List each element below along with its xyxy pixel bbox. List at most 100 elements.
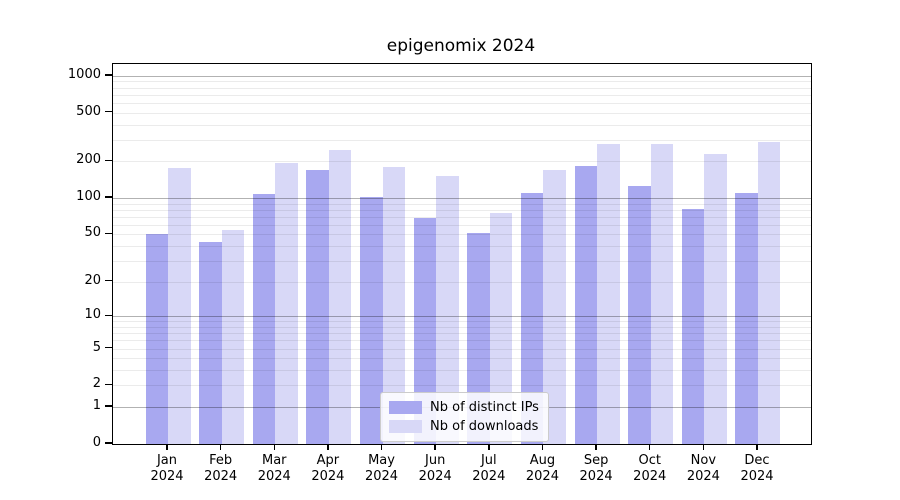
x-tick-mark — [756, 444, 758, 450]
bar-distinct-ips — [574, 165, 598, 444]
legend-label: Nb of downloads — [430, 419, 539, 434]
legend-swatch — [389, 401, 422, 414]
minor-gridline — [113, 246, 811, 248]
x-tick-year: 2024 — [418, 469, 452, 484]
x-tick-mark — [166, 444, 168, 450]
x-tick-label: Mar 2024 — [246, 453, 302, 485]
legend: Nb of distinct IPs Nb of downloads — [380, 392, 549, 442]
x-tick-year: 2024 — [740, 469, 774, 484]
minor-gridline — [113, 261, 811, 262]
y-tick-label: 1000 — [67, 66, 101, 82]
bar-downloads — [489, 212, 513, 444]
x-tick-year: 2024 — [686, 469, 720, 484]
minor-gridline — [113, 103, 811, 105]
y-tick-mark — [105, 314, 112, 316]
x-tick-year: 2024 — [633, 469, 667, 484]
x-tick-label: Sep 2024 — [568, 453, 624, 485]
minor-gridline — [113, 203, 811, 205]
x-tick-month: Jan — [156, 453, 178, 468]
bar-downloads — [597, 143, 620, 444]
x-tick-month: Apr — [316, 453, 340, 468]
bar-downloads — [704, 153, 727, 444]
bar-distinct-ips — [681, 208, 705, 444]
minor-gridline — [113, 112, 811, 114]
y-tick-label: 200 — [76, 152, 101, 168]
minor-gridline — [113, 139, 811, 141]
minor-gridline — [113, 224, 811, 226]
x-tick-mark — [702, 444, 705, 450]
minor-gridline — [113, 370, 811, 372]
minor-gridline — [113, 81, 811, 83]
x-tick-year: 2024 — [525, 469, 559, 484]
x-tick-label: Oct 2024 — [622, 453, 678, 485]
y-tick-label: 50 — [84, 225, 101, 241]
x-tick-label: Aug 2024 — [514, 453, 570, 485]
y-tick-label: 1 — [92, 398, 101, 414]
major-gridline — [113, 316, 811, 318]
bar-downloads — [221, 230, 245, 444]
y-tick-mark — [105, 74, 112, 76]
bar-distinct-ips — [520, 193, 544, 444]
bar-distinct-ips — [199, 242, 222, 444]
y-tick-mark — [105, 280, 112, 282]
y-tick-label: 10 — [84, 307, 101, 323]
bar-downloads — [168, 168, 191, 444]
x-tick-month: Jul — [480, 453, 497, 468]
y-tick-label: 100 — [76, 189, 101, 205]
minor-gridline — [113, 321, 811, 323]
x-tick-month: Jun — [425, 453, 446, 468]
minor-gridline — [113, 348, 811, 350]
minor-gridline — [113, 358, 811, 360]
bar-distinct-ips — [413, 218, 437, 444]
x-tick-label: Jan 2024 — [139, 453, 195, 485]
x-tick-year: 2024 — [204, 469, 238, 484]
x-tick-mark — [488, 444, 490, 450]
x-tick-label: Nov 2024 — [675, 453, 731, 485]
major-gridline — [113, 75, 811, 77]
x-tick-mark — [595, 444, 597, 450]
y-tick-label: 0 — [92, 435, 101, 450]
x-tick-label: May 2024 — [354, 453, 410, 485]
x-tick-mark — [649, 444, 651, 450]
y-tick-mark — [105, 405, 112, 407]
y-tick-mark — [105, 196, 112, 198]
legend-item: Nb of distinct IPs — [389, 398, 539, 417]
x-tick-month: May — [368, 453, 395, 468]
bar-distinct-ips — [306, 170, 329, 444]
x-tick-mark — [541, 444, 544, 450]
legend-label: Nb of distinct IPs — [430, 400, 539, 415]
minor-gridline — [113, 281, 811, 283]
x-tick-month: Mar — [262, 453, 287, 468]
x-tick-mark — [434, 444, 436, 450]
bar-distinct-ips — [252, 194, 276, 444]
bar-downloads — [543, 170, 566, 444]
y-tick-mark — [105, 383, 112, 386]
x-tick-label: Jun 2024 — [407, 453, 463, 485]
y-tick-mark — [105, 442, 112, 444]
bar-distinct-ips — [467, 233, 490, 444]
minor-gridline — [113, 87, 811, 89]
x-tick-month: Aug — [529, 453, 556, 468]
x-tick-mark — [327, 444, 329, 450]
minor-gridline — [113, 326, 811, 328]
bar-downloads — [757, 141, 781, 444]
bar-distinct-ips — [360, 197, 383, 444]
y-tick-mark — [105, 159, 112, 162]
bar-downloads — [275, 162, 298, 444]
minor-gridline — [113, 385, 811, 387]
y-tick-label: 5 — [92, 339, 101, 355]
x-tick-year: 2024 — [472, 469, 506, 484]
x-tick-month: Dec — [744, 453, 770, 468]
y-tick-mark — [105, 346, 112, 349]
bar-downloads — [382, 166, 406, 444]
y-tick-mark — [105, 232, 112, 235]
major-gridline — [113, 198, 811, 200]
x-tick-label: Dec 2024 — [729, 453, 785, 485]
minor-gridline — [113, 94, 811, 96]
minor-gridline — [113, 234, 811, 236]
x-tick-month: Nov — [690, 453, 717, 468]
x-tick-year: 2024 — [364, 469, 399, 484]
minor-gridline — [113, 333, 811, 335]
x-tick-month: Sep — [583, 453, 609, 468]
